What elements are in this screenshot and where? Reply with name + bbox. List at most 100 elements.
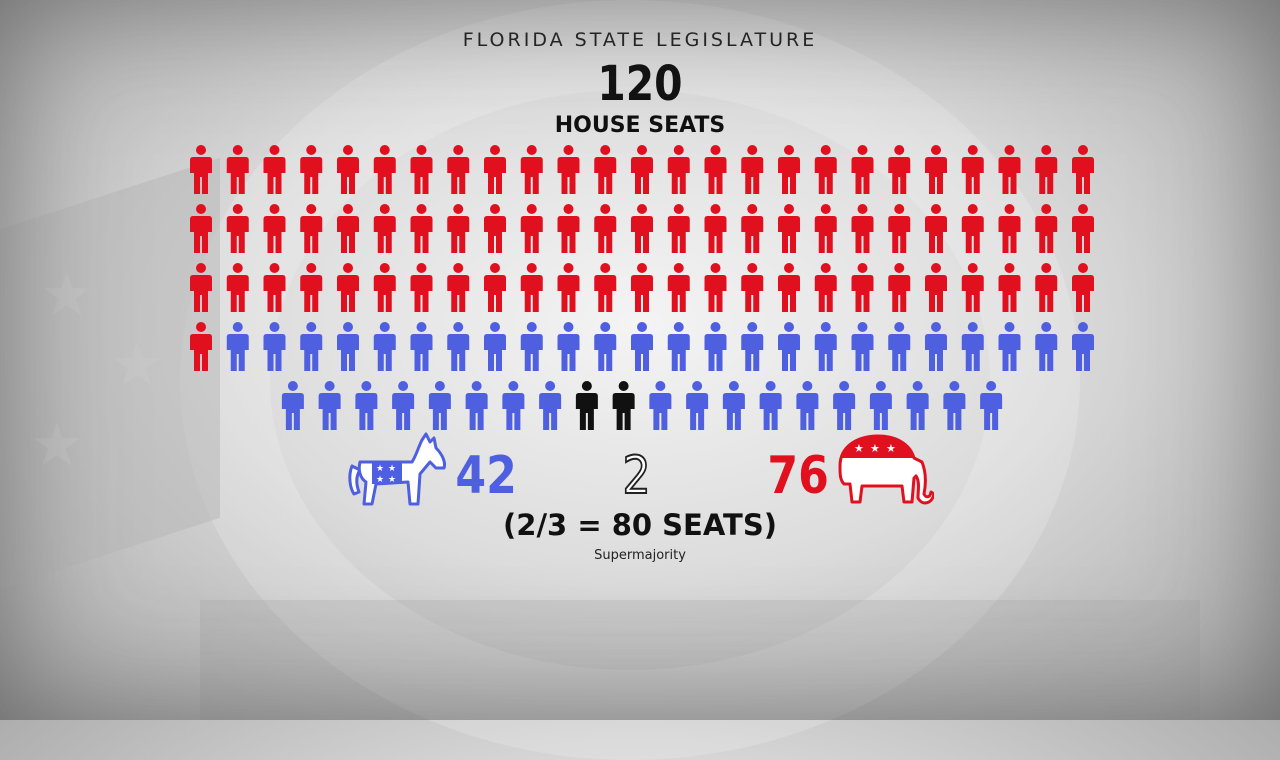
seat-icon bbox=[337, 145, 359, 194]
seat-icon bbox=[1072, 145, 1094, 194]
seat-icon bbox=[190, 322, 212, 371]
elephant-icon: ★ ★ ★ bbox=[838, 434, 934, 505]
seat-icon bbox=[741, 145, 764, 194]
seat-icon bbox=[594, 322, 617, 371]
seat-icon bbox=[300, 145, 323, 194]
seat-icon bbox=[778, 204, 800, 253]
seat-icon bbox=[337, 263, 359, 312]
seat-icon bbox=[1035, 145, 1058, 194]
seat-icon bbox=[520, 204, 543, 253]
seat-icon bbox=[1072, 263, 1094, 312]
seat-icon bbox=[594, 263, 617, 312]
seat-icon bbox=[520, 263, 543, 312]
seat-icon bbox=[226, 322, 249, 371]
seat-icon bbox=[998, 145, 1021, 194]
seat-icon bbox=[281, 381, 304, 430]
seat-icon bbox=[961, 204, 984, 253]
seat-icon bbox=[851, 145, 874, 194]
donkey-icon: ★ ★ ★ ★ bbox=[348, 432, 446, 506]
seat-icon bbox=[925, 263, 947, 312]
seat-icon bbox=[851, 322, 874, 371]
seat-icon bbox=[906, 381, 929, 430]
seat-icon bbox=[814, 204, 837, 253]
seat-icon bbox=[337, 204, 359, 253]
seat-icon bbox=[226, 145, 249, 194]
seat-icon bbox=[410, 322, 433, 371]
republican-count: 76 bbox=[767, 446, 829, 506]
seat-icon bbox=[925, 145, 947, 194]
seat-icon bbox=[814, 322, 837, 371]
seat-icon bbox=[226, 204, 249, 253]
svg-text:★: ★ bbox=[388, 475, 396, 485]
seat-icon bbox=[814, 145, 837, 194]
seat-icon bbox=[686, 381, 709, 430]
seat-icon bbox=[722, 381, 745, 430]
seat-icon bbox=[373, 145, 396, 194]
seat-icon bbox=[998, 322, 1021, 371]
svg-text:★: ★ bbox=[870, 442, 880, 455]
seat-icon bbox=[998, 263, 1021, 312]
seat-icon bbox=[667, 204, 690, 253]
svg-text:★: ★ bbox=[376, 464, 384, 474]
seat-icon bbox=[851, 204, 874, 253]
seat-icon bbox=[704, 204, 727, 253]
seat-icon bbox=[373, 263, 396, 312]
seat-icon bbox=[759, 381, 782, 430]
seat-icon bbox=[337, 322, 359, 371]
seat-icon bbox=[869, 381, 892, 430]
seat-icon bbox=[778, 263, 800, 312]
seat-icon bbox=[373, 322, 396, 371]
seat-icon bbox=[925, 322, 947, 371]
seat-icon bbox=[925, 204, 947, 253]
seat-icon bbox=[428, 381, 451, 430]
supermajority-label: Supermajority bbox=[594, 548, 686, 563]
seat-icon bbox=[263, 263, 286, 312]
seat-icon bbox=[318, 381, 341, 430]
seat-icon bbox=[833, 381, 856, 430]
background-star: ★ bbox=[30, 410, 84, 480]
seat-icon bbox=[667, 263, 690, 312]
seat-icon bbox=[447, 145, 470, 194]
seat-icon bbox=[741, 322, 764, 371]
seat-icon bbox=[704, 263, 727, 312]
seat-icon bbox=[447, 204, 470, 253]
seat-icon bbox=[520, 145, 543, 194]
seat-icon bbox=[1035, 263, 1058, 312]
chart-subtitle: HOUSE SEATS bbox=[554, 113, 726, 138]
seat-icon bbox=[410, 145, 433, 194]
seat-icon bbox=[190, 145, 212, 194]
seat-icon bbox=[631, 322, 653, 371]
seat-icon bbox=[300, 263, 323, 312]
seat-icon bbox=[410, 204, 433, 253]
seat-grid bbox=[190, 145, 1094, 430]
seat-icon bbox=[190, 263, 212, 312]
background-star: ★ bbox=[110, 330, 164, 400]
seat-icon bbox=[796, 381, 819, 430]
seat-icon bbox=[190, 204, 212, 253]
seat-icon bbox=[263, 322, 286, 371]
supermajority-threshold: (2/3 = 80 SEATS) bbox=[503, 508, 777, 542]
other-count: 2 bbox=[622, 445, 652, 507]
seat-icon bbox=[355, 381, 378, 430]
seat-icon bbox=[300, 322, 323, 371]
seat-icon bbox=[447, 263, 470, 312]
seat-icon bbox=[575, 381, 598, 430]
seat-icon bbox=[649, 381, 672, 430]
seat-icon bbox=[594, 145, 617, 194]
seat-icon bbox=[484, 204, 506, 253]
seat-icon bbox=[631, 145, 653, 194]
seat-icon bbox=[520, 322, 543, 371]
seat-icon bbox=[410, 263, 433, 312]
seat-icon bbox=[300, 204, 323, 253]
democrat-count: 42 bbox=[455, 446, 517, 506]
seat-icon bbox=[888, 263, 911, 312]
seat-icon bbox=[392, 381, 415, 430]
seat-icon bbox=[851, 263, 874, 312]
seat-icon bbox=[888, 204, 911, 253]
seat-icon bbox=[888, 322, 911, 371]
svg-text:★: ★ bbox=[388, 464, 396, 474]
seat-icon bbox=[778, 145, 800, 194]
seat-icon bbox=[667, 145, 690, 194]
seat-icon bbox=[557, 145, 580, 194]
seat-icon bbox=[1072, 204, 1094, 253]
